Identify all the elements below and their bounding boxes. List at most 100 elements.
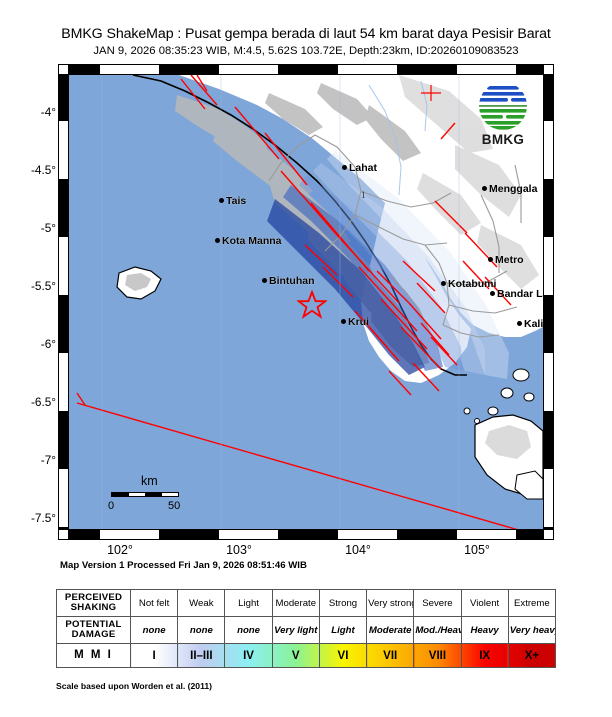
city-dot	[342, 165, 347, 170]
shaking-cell: Not felt	[129, 589, 179, 617]
y-tick-label: -7°	[40, 453, 56, 467]
shaking-cell: Extreme	[507, 589, 557, 617]
mmi-cell-10: X+	[507, 643, 557, 668]
shaking-cell: Weak	[177, 589, 226, 617]
page-title-block: BMKG ShakeMap : Pusat gempa berada di la…	[0, 26, 612, 59]
mmi-legend-table: PERCEIVED SHAKING Not felt Weak Light Mo…	[56, 589, 557, 668]
city-dot	[490, 291, 495, 296]
city-dot	[517, 321, 522, 326]
legend-footnote: Scale based upon Worden et al. (2011)	[56, 681, 213, 691]
damage-cell: Very light	[271, 616, 320, 644]
mmi-cell-8: VIII	[413, 643, 462, 668]
bmkg-wordmark: BMKG	[481, 132, 525, 147]
x-tick-label: 103°	[226, 543, 252, 557]
reference-cross-icon	[421, 85, 441, 101]
row-header-line2: SHAKING	[70, 602, 117, 613]
city-label-tais: Tais	[219, 196, 246, 207]
shaking-cell: Strong	[318, 589, 368, 617]
city-label-kota-manna: Kota Manna	[215, 236, 282, 247]
mmi-cell-2-3: II–III	[177, 643, 226, 668]
frame-corner	[59, 65, 68, 74]
scale-max-label: 50	[168, 500, 181, 512]
row-header-line1: PERCEIVED	[64, 591, 123, 603]
y-tick-label: -4°	[40, 105, 56, 119]
x-tick-label: 102°	[107, 543, 133, 557]
y-tick-label: -4.5°	[30, 163, 56, 177]
graticule	[101, 75, 460, 529]
damage-cell: none	[177, 616, 226, 644]
top-tick-band	[68, 65, 544, 74]
contour-label-1: 1	[361, 191, 366, 201]
right-tick-band	[544, 74, 553, 530]
frame-corner	[544, 65, 553, 74]
frame-corner	[59, 530, 68, 539]
map-frame: Lahat Tais Kota Manna Bintuhan Kotabumi …	[58, 64, 554, 540]
city-dot	[215, 238, 220, 243]
frame-corner	[544, 530, 553, 539]
shaking-cell: Light	[224, 589, 273, 617]
city-label-metro: Metro	[488, 255, 524, 266]
damage-cell: Heavy	[460, 616, 509, 644]
damage-cell: Very heavy	[507, 616, 557, 644]
city-label-menggala: Menggala	[482, 184, 537, 195]
admin-boundaries	[268, 134, 522, 338]
bmkg-logo-mark	[479, 86, 527, 130]
y-tick-label: -5°	[40, 221, 56, 235]
city-label-bintuhan: Bintuhan	[262, 276, 315, 287]
city-dot	[488, 257, 493, 262]
shaking-cell: Violent	[460, 589, 509, 617]
potential-damage-row: POTENTIAL DAMAGE none none none Very lig…	[56, 616, 557, 644]
logo-green-stripes	[479, 109, 527, 130]
event-subtitle: JAN 9, 2026 08:35:23 WIB, M:4.5, 5.62S 1…	[93, 45, 519, 57]
x-tick-label: 105°	[464, 543, 490, 557]
mmi-legend: PERCEIVED SHAKING Not felt Weak Light Mo…	[56, 589, 557, 677]
land-sumatra	[133, 75, 543, 337]
shaking-cell: Severe	[413, 589, 462, 617]
mmi-row: M M I I II–III IV V VI VII VIII IX X+	[56, 643, 557, 668]
mmi-cell-7: VII	[366, 643, 415, 668]
city-label-kotabumi: Kotabumi	[441, 279, 496, 290]
mmi-cell-9: IX	[460, 643, 509, 668]
damage-cell: none	[224, 616, 273, 644]
damage-cell: Mod./Heavy	[413, 616, 462, 644]
scale-min-label: 0	[108, 500, 115, 512]
epicenter-star-icon[interactable]	[297, 290, 327, 320]
shaking-cell: Moderate	[271, 589, 320, 617]
fault-lines	[76, 75, 518, 529]
city-dot	[441, 281, 446, 286]
logo-blue-stripes	[479, 86, 527, 102]
perceived-shaking-row: PERCEIVED SHAKING Not felt Weak Light Mo…	[56, 589, 557, 617]
bmkg-logo: BMKG	[467, 81, 539, 147]
row-header-line2: DAMAGE	[71, 629, 116, 640]
city-label-bandar-lampung: Bandar La	[490, 289, 543, 300]
damage-cell: Moderate	[366, 616, 415, 644]
shaking-cell: Very strong	[366, 589, 415, 617]
mmi-cell-4: IV	[224, 643, 273, 668]
scale-unit-label: km	[141, 474, 158, 488]
x-tick-label: 104°	[345, 543, 371, 557]
map-canvas[interactable]: Lahat Tais Kota Manna Bintuhan Kotabumi …	[68, 74, 544, 530]
relief-shading-light	[399, 75, 539, 289]
row-header-line1: POTENTIAL	[65, 618, 122, 630]
scale-bar-graphic	[111, 492, 179, 497]
city-dot	[341, 319, 346, 324]
city-dot	[262, 278, 267, 283]
rivers	[368, 80, 428, 196]
left-tick-band	[59, 74, 68, 530]
mmi-cell-1: I	[129, 643, 179, 668]
city-label-lahat: Lahat	[342, 163, 377, 174]
islet-group	[463, 407, 480, 424]
page-title: BMKG ShakeMap : Pusat gempa berada di la…	[61, 26, 551, 42]
y-tick-label: -6°	[40, 337, 56, 351]
row-header-perceived-shaking: PERCEIVED SHAKING	[56, 589, 131, 617]
y-axis-labels: -4° -4.5° -5° -5.5° -6° -6.5° -7° -7.5°	[0, 0, 56, 717]
city-label-krui: Krui	[341, 317, 369, 328]
city-dot	[219, 198, 224, 203]
y-tick-label: -5.5°	[30, 279, 56, 293]
map-version-line: Map Version 1 Processed Fri Jan 9, 2026 …	[60, 560, 307, 571]
damage-cell: Light	[318, 616, 368, 644]
bottom-tick-band	[68, 530, 544, 539]
city-label-kalianda: Kali	[517, 319, 543, 330]
